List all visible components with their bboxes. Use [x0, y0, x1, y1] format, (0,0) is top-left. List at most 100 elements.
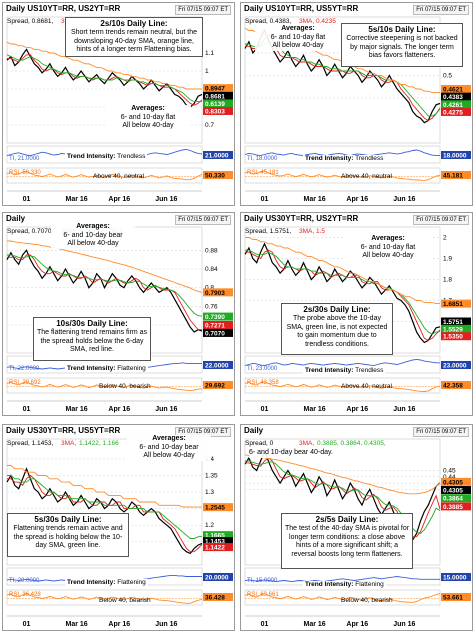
x-tick-label: Apr 16 — [108, 406, 130, 413]
rsi-frame — [244, 377, 441, 394]
trend-intensity-title: Trend Intensity: — [67, 365, 116, 372]
price-tag — [203, 537, 233, 546]
rsi-value-label: RSI, 36.428 — [9, 592, 41, 598]
trend-intensity-state: Flattening — [117, 365, 146, 372]
ti-tag — [203, 361, 233, 369]
y-tick-label: 1.1 — [205, 50, 214, 57]
rsi-frame — [6, 377, 203, 394]
rsi-tag — [203, 381, 233, 389]
annotation-title: 2s/30s Daily Line: — [303, 305, 371, 314]
legend-spread: Spread, 1.5751, — [245, 228, 291, 235]
x-tick-label: 01 — [23, 621, 31, 628]
averages-title: Averages: — [131, 105, 165, 112]
price-tag-label: 1.1422 — [205, 545, 225, 552]
trend-intensity-state: Trendless — [355, 155, 384, 162]
price-tag — [441, 324, 471, 333]
price-tag-label: 0.4275 — [443, 109, 463, 116]
averages-note: Averages: 6- and 10-day flat All below 4… — [255, 25, 341, 51]
x-tick-label: Jun 16 — [155, 621, 177, 628]
ti-tag — [203, 151, 233, 159]
rsi-frame — [244, 589, 441, 606]
rsi-tag-label: 42.358 — [443, 383, 463, 390]
ti-tag — [203, 573, 233, 581]
averages-line-2: All below 40-day — [143, 452, 195, 460]
y-tick-label: 1.2 — [205, 522, 214, 529]
annotation-text: Short term trends remain neutral, but th… — [70, 29, 198, 54]
series-line-40ma — [245, 237, 440, 305]
legend-3ma: 3MA, 0.4235 — [299, 18, 336, 25]
price-tag-label: 0.4305 — [443, 488, 463, 495]
price-tag — [441, 107, 471, 116]
price-tag-label: 1.5751 — [443, 319, 463, 326]
series-line-6ma — [7, 254, 203, 317]
price-tag — [203, 321, 233, 329]
averages-line-1: 6- and 10-day flat — [120, 113, 176, 121]
price-tag-label: 0.7903 — [205, 290, 225, 297]
x-tick-label: Apr 16 — [108, 196, 130, 203]
y-tick-label: 2 — [443, 235, 447, 242]
annotation-title: 2s/10s Daily Line: — [100, 19, 168, 28]
ti-value-label: TI, 21.0000 — [9, 156, 40, 162]
x-tick-label: Jun 16 — [155, 406, 177, 413]
chart-area: Spread, 0.7070,3MA,0.7390, 0.79030.880.8… — [6, 226, 233, 413]
chart-panel-5s30s: Spread, 1.1453,3MA,1.1422, 1.1661.41.351… — [2, 424, 235, 631]
price-tag — [203, 543, 233, 552]
y-tick-label: 1.8 — [443, 277, 452, 284]
date-stamp: Fri 07/15 09:07 ET — [413, 215, 469, 225]
price-tag-label: 0.8681 — [205, 93, 225, 100]
price-tag — [441, 494, 471, 503]
trend-intensity-label: Trend Intensity: Trendless — [65, 153, 148, 160]
date-stamp: Fri 07/15 09:07 ET — [175, 5, 231, 15]
rsi-value-label: RSI, 63.661 — [247, 592, 279, 598]
averages-line-1: 6- and 10-day bear — [139, 443, 199, 451]
legend-values: 0.3885, 0.3864, 0.4305, — [317, 440, 386, 447]
chart-panel-5s10s: Spread, 0.4383,3MA, 0.42350.550.50.450.4… — [240, 2, 473, 206]
annotation-text: The test of the 40-day SMA is pivotal fo… — [284, 525, 410, 558]
ti-value-label: TI, 22.0000 — [9, 366, 40, 372]
annotation-box: 5s/30s Daily Line: Flattening trends rem… — [7, 513, 129, 557]
chart-title: Daily US30YT=RR, US5YT=RR — [6, 426, 121, 435]
chart-title: Daily — [244, 426, 264, 435]
price-tag-label: 1.5529 — [443, 326, 463, 333]
rsi-tag — [441, 593, 471, 601]
ti-value-label: TI, 23.0000 — [247, 366, 278, 372]
price-tag-label: 1.6851 — [443, 301, 463, 308]
chart-panel-2s10s: Spread, 0.8681,3MA,1.110.90.80.70.89470.… — [2, 2, 235, 206]
legend-3ma: 3MA, — [299, 440, 314, 447]
chart-panel-2s30s: Spread, 1.5751,3MA, 1.521.91.81.71.61.68… — [240, 212, 473, 416]
y-tick-label: 1.9 — [443, 256, 452, 263]
rsi-frame — [6, 167, 203, 184]
rsi-line — [244, 170, 441, 181]
annotation-box: 5s/10s Daily Line: Corrective steepening… — [341, 23, 463, 67]
trend-intensity-label: Trend Intensity: Flattening — [65, 365, 148, 372]
trend-intensity-label: Trend Intensity: Flattening — [65, 579, 148, 586]
ti-tag-label: 23.0000 — [443, 363, 467, 370]
price-tag — [203, 106, 233, 115]
x-tick-label: Jun 16 — [393, 196, 415, 203]
chart-panel-2s5s: Spread, 0 3MA, 0.3885, 0.3864, 0.4305, 0.45… — [240, 424, 473, 631]
plot-frame — [244, 16, 441, 144]
price-tag-label: 0.3885 — [443, 504, 463, 511]
rsi-value-label: RSI, 45.181 — [247, 170, 279, 176]
trend-intensity-title: Trend Intensity: — [67, 579, 116, 586]
annotation-text: The probe above the 10-day SMA, green li… — [286, 315, 388, 348]
trend-intensity-title: Trend Intensity: — [67, 153, 116, 160]
price-tag — [441, 486, 471, 495]
price-tag-label: 0.4305 — [443, 479, 463, 486]
averages-line: 6- and 10-day bear 40-day. — [249, 449, 333, 456]
rsi-note: Below 40, bearish — [99, 383, 151, 390]
price-tag — [441, 317, 471, 326]
price-tag-label: 1.5350 — [443, 334, 463, 341]
legend-3ma: 3MA, — [61, 440, 76, 447]
annotation-text: The flattening trend remains firm as the… — [36, 329, 148, 354]
averages-line-1: 6- and 10-day flat — [270, 33, 326, 41]
y-tick-label: 0.84 — [205, 266, 218, 273]
ti-tag — [441, 361, 471, 369]
trend-intensity-state: Flattening — [355, 581, 384, 588]
price-tag-label: 0.7070 — [205, 330, 225, 337]
rsi-value-label: RSI, 29.692 — [9, 380, 41, 386]
x-tick-label: Mar 16 — [304, 196, 326, 203]
plot-frame — [6, 438, 203, 566]
series-line-40ma — [7, 465, 202, 508]
ti-value-label: TI, 20.0000 — [9, 578, 40, 584]
